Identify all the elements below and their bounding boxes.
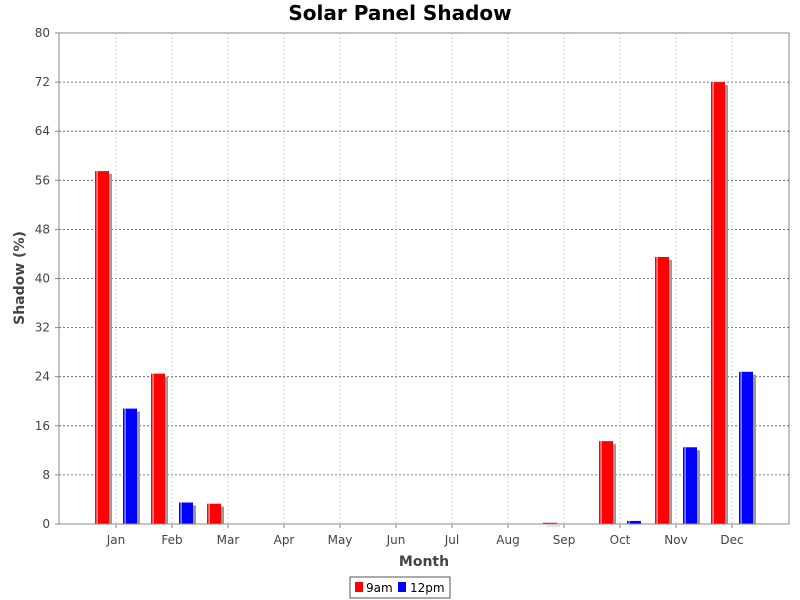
- chart-title: Solar Panel Shadow: [288, 1, 511, 25]
- bar-12pm-Dec: [739, 371, 753, 524]
- y-tick-label: 32: [35, 321, 50, 335]
- bar-12pm-Oct: [627, 520, 641, 524]
- x-tick-label: May: [328, 533, 353, 547]
- y-tick-label: 24: [35, 370, 50, 384]
- y-tick-label: 72: [35, 75, 50, 89]
- bar-highlight: [152, 373, 154, 524]
- bar-highlight: [740, 371, 742, 524]
- x-tick-label: Jul: [444, 533, 459, 547]
- bar-9am-Jan: [95, 171, 109, 524]
- y-axis-label: Shadow (%): [12, 231, 28, 325]
- y-tick-label: 16: [35, 419, 50, 433]
- legend-label-9am: 9am: [366, 581, 393, 595]
- legend-swatch-12pm: [398, 582, 406, 592]
- bar-highlight: [712, 82, 714, 524]
- axes: 0 8 16 24 32 40 48 56 64 72 80 Jan Feb Mar Apr May Jun Ju…: [35, 26, 789, 547]
- y-tick-label: 80: [35, 26, 50, 40]
- bar-9am-Sep: [543, 522, 557, 524]
- x-tick-label: Aug: [496, 533, 519, 547]
- y-tick-label: 40: [35, 272, 50, 286]
- bar-highlight: [628, 520, 630, 524]
- x-tick-label: Dec: [720, 533, 743, 547]
- x-tick-label: Nov: [664, 533, 687, 547]
- bar-highlight: [96, 171, 98, 524]
- x-tick-label: Jan: [106, 533, 126, 547]
- y-tick-label: 56: [35, 173, 50, 187]
- bar-highlight: [656, 257, 658, 524]
- y-tick-label: 0: [42, 517, 50, 531]
- x-tick-label: Apr: [274, 533, 295, 547]
- y-tick-label: 8: [42, 468, 50, 482]
- bar-shadow-9am-Sep: [546, 525, 560, 527]
- x-tick-label: Jun: [386, 533, 406, 547]
- x-axis-label: Month: [399, 554, 449, 570]
- legend-swatch-9am: [355, 582, 363, 592]
- bar-9am-Mar: [207, 503, 221, 524]
- bars: [95, 82, 756, 527]
- bar-9am-Nov: [655, 257, 669, 524]
- legend: 9am 12pm: [349, 576, 451, 599]
- y-tick-label: 64: [35, 124, 50, 138]
- bar-12pm-Feb: [179, 502, 193, 524]
- bar-9am-Feb: [151, 373, 165, 524]
- x-tick-label: Feb: [161, 533, 182, 547]
- x-tick-label: Oct: [610, 533, 631, 547]
- bar-highlight: [180, 502, 182, 524]
- bar-12pm-Nov: [683, 447, 697, 524]
- bar-12pm-Jan: [123, 408, 137, 524]
- y-tick-label: 48: [35, 222, 50, 236]
- legend-label-12pm: 12pm: [410, 581, 445, 595]
- x-tick-label: Sep: [553, 533, 576, 547]
- bar-highlight: [684, 447, 686, 524]
- bar-9am-Oct: [599, 441, 613, 524]
- x-tick-label: Mar: [217, 533, 240, 547]
- bar-highlight: [600, 441, 602, 524]
- bar-highlight: [208, 503, 210, 524]
- bar-9am-Dec: [711, 82, 725, 524]
- bar-highlight: [124, 408, 126, 524]
